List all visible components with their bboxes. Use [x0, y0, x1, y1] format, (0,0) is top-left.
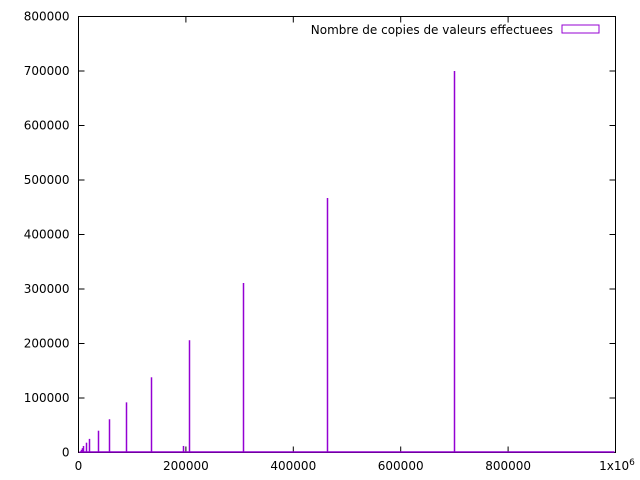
y-tick-label: 800000 [24, 10, 70, 24]
x-tick-label: 800000 [485, 459, 531, 473]
y-tick-label: 400000 [24, 228, 70, 242]
y-tick-label: 300000 [24, 282, 70, 296]
x-tick-label: 0 [75, 459, 83, 473]
y-tick-label: 100000 [24, 391, 70, 405]
legend: Nombre de copies de valeurs effectuees [311, 23, 600, 37]
y-tick-label: 0 [62, 446, 70, 460]
y-tick-label: 200000 [24, 337, 70, 351]
x-tick-label: 600000 [378, 459, 424, 473]
plot-frame [78, 16, 616, 453]
series-bars [78, 71, 456, 453]
y-tick-label: 500000 [24, 173, 70, 187]
x-tick-label-end: 1x106 [599, 458, 635, 473]
y-tick-labels: 0 100000 200000 300000 400000 500000 600000 700… [24, 10, 70, 460]
x-tick-labels: 1x106 0 200000 400000 600000 800000 [75, 458, 635, 473]
plot-border [78, 16, 616, 453]
x-tick-label: 200000 [163, 459, 209, 473]
tick-marks [78, 16, 616, 453]
y-tick-label: 700000 [24, 64, 70, 78]
legend-label: Nombre de copies de valeurs effectuees [311, 23, 553, 37]
x-tick-label: 400000 [270, 459, 316, 473]
y-tick-label: 600000 [24, 119, 70, 133]
legend-swatch [561, 24, 600, 34]
